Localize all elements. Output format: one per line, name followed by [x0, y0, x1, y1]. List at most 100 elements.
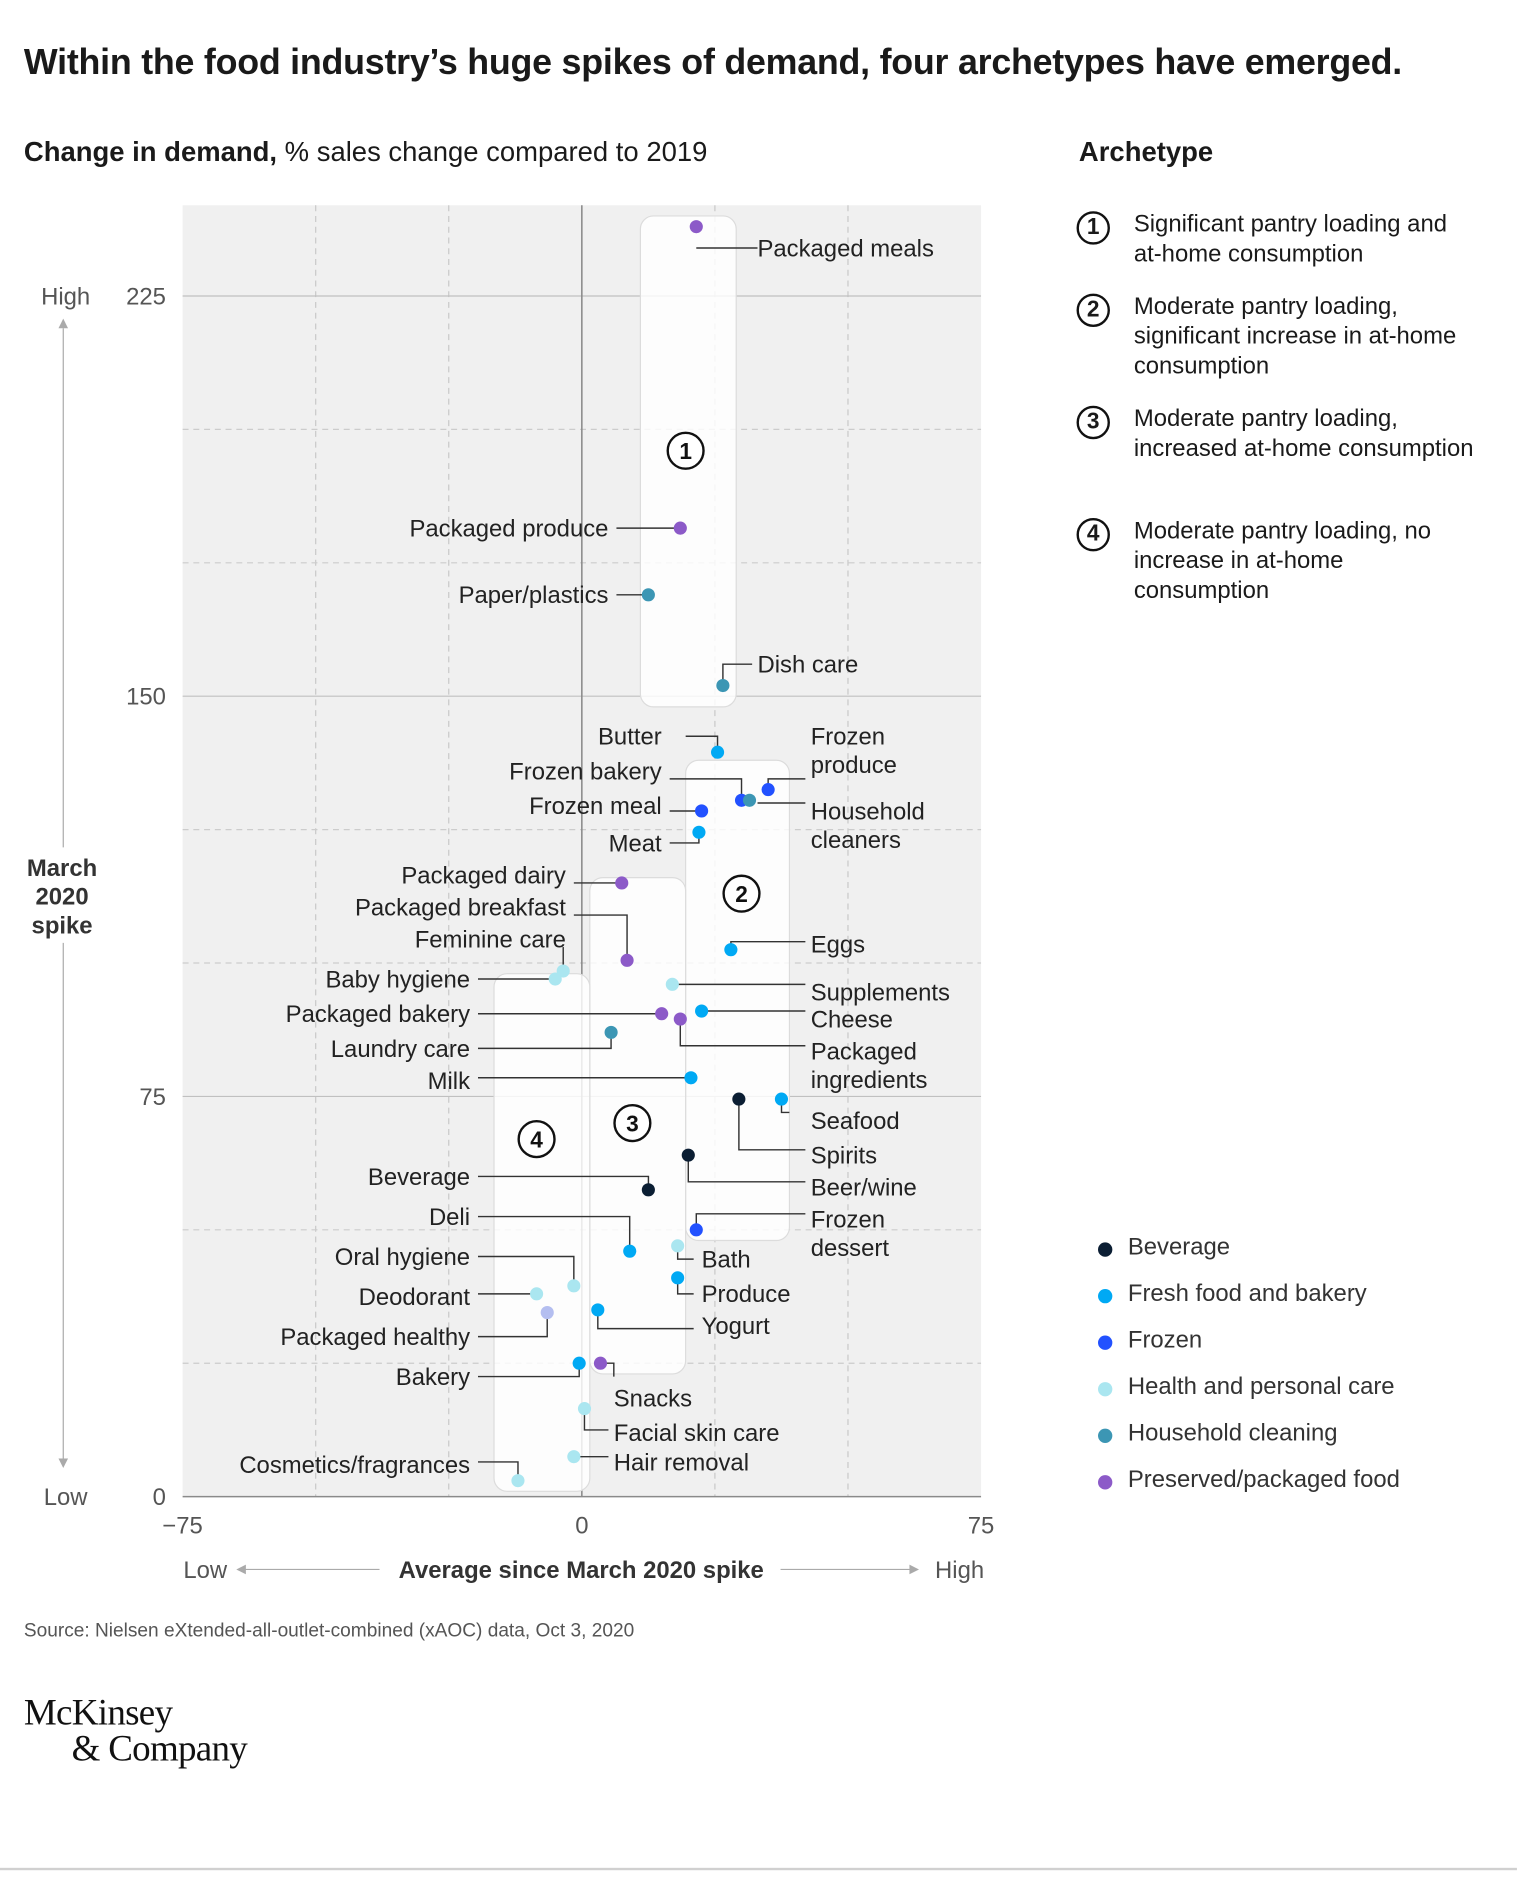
point-label: Paper/plastics [459, 582, 609, 609]
leader-line [573, 914, 628, 961]
point-label: Frozen bakery [509, 758, 662, 785]
point-label: Eggs [811, 932, 865, 959]
x-high-label: High [935, 1557, 984, 1584]
category-legend-label: Fresh food and bakery [1127, 1280, 1367, 1307]
point-label: Packaged bakery [286, 1001, 470, 1028]
data-point [655, 1007, 669, 1021]
archetype-badge-2 [722, 874, 761, 913]
arrow-left-icon [236, 1564, 246, 1575]
mckinsey-logo: McKinsey & Company [24, 1694, 248, 1769]
point-label: Baby hygiene [325, 966, 470, 993]
point-label: Bath [702, 1247, 751, 1274]
archetype-badge-1 [666, 431, 705, 470]
archetype-badge-label: 1 [679, 438, 692, 464]
leader-line [687, 1155, 806, 1183]
archetype-description: Moderate pantry loading, significant inc… [1133, 293, 1457, 380]
point-label: Frozen produce [811, 724, 897, 780]
logo-line-2: & Company [71, 1726, 248, 1769]
data-point [567, 1279, 581, 1293]
category-legend-label: Preserved/packaged food [1127, 1466, 1400, 1494]
y-tick-label: 0 [153, 1484, 166, 1511]
legend-dot-icon [1098, 1335, 1113, 1350]
leader-line [477, 1312, 548, 1338]
point-label: Packaged dairy [401, 862, 566, 889]
point-label: Beverage [368, 1164, 470, 1191]
y-tick-label: 150 [126, 684, 166, 711]
x-tick-label: −75 [162, 1513, 202, 1540]
point-label: Yogurt [702, 1313, 770, 1340]
point-label: Milk [428, 1068, 470, 1095]
legend-dot-icon [1098, 1428, 1113, 1443]
data-point [732, 1092, 746, 1106]
data-point [604, 1025, 618, 1039]
data-point [591, 1303, 605, 1317]
archetype-description: Moderate pantry loading, increased at-ho… [1133, 405, 1474, 462]
leader-line [679, 1019, 806, 1047]
data-point [615, 876, 629, 890]
archetype-number-badge: 3 [1076, 405, 1110, 440]
leader-line [583, 1408, 609, 1431]
point-label: Meat [609, 830, 662, 857]
data-point [572, 1356, 586, 1370]
data-point [577, 1402, 592, 1416]
y-tick-label: 75 [139, 1084, 166, 1111]
point-label: Feminine care [415, 926, 566, 953]
legend-dot-icon [1098, 1288, 1113, 1304]
archetype-number-badge: 1 [1076, 211, 1110, 245]
data-point [671, 1271, 685, 1285]
point-label: Dish care [757, 652, 858, 679]
archetype-zone-4 [493, 973, 591, 1492]
data-point [641, 1183, 655, 1197]
data-point [665, 977, 679, 991]
data-point [641, 588, 655, 602]
leader-line [477, 1255, 575, 1286]
archetype-badge-3 [613, 1104, 652, 1143]
data-point [540, 1305, 554, 1320]
data-point [724, 943, 738, 957]
point-label: Household cleaners [811, 798, 925, 854]
subtitle-rest: % sales change compared to 2019 [277, 136, 708, 168]
x-tick-label: 75 [968, 1513, 995, 1540]
archetype-description: Moderate pantry loading, no increase in … [1133, 517, 1432, 604]
legend-dot-icon [1098, 1475, 1113, 1490]
category-legend-label: Household cleaning [1127, 1420, 1338, 1447]
point-label: Cheese [811, 1006, 893, 1033]
data-point [689, 220, 703, 234]
point-label: Hair removal [614, 1449, 749, 1476]
point-label: Supplements [811, 980, 950, 1007]
source-note: Source: Nielsen eXtended-all-outlet-comb… [23, 1620, 635, 1642]
x-low-label: Low [183, 1557, 228, 1584]
data-point [684, 1071, 698, 1085]
point-label: Laundry care [331, 1036, 470, 1063]
arrow-right-icon [909, 1564, 919, 1575]
data-point [695, 804, 709, 818]
y-low-label: Low [44, 1484, 89, 1511]
chart-subtitle: Change in demand, % sales change compare… [24, 136, 708, 168]
point-label: Packaged healthy [280, 1324, 470, 1351]
data-point [711, 745, 725, 759]
archetype-badge-label: 3 [626, 1110, 639, 1136]
bottom-divider [0, 1867, 1517, 1871]
legend-dot-icon [1098, 1382, 1113, 1397]
data-point [681, 1148, 695, 1162]
x-axis-title: Average since March 2020 spike [399, 1557, 764, 1584]
arrow-down-icon [58, 1458, 69, 1469]
leader-line [669, 778, 743, 801]
leader-line [477, 1215, 631, 1252]
data-point [671, 1239, 685, 1253]
scatter-chart: 1 2 3 4 Packaged meals Packaged produce Paper/… [27, 205, 995, 1584]
point-label: Spirits [811, 1142, 877, 1169]
point-label: Frozen meal [529, 793, 662, 820]
data-point [692, 825, 706, 839]
legend-dot-icon [1098, 1242, 1113, 1257]
data-point [689, 1223, 703, 1237]
data-point [530, 1287, 544, 1301]
data-point [761, 783, 775, 797]
point-label: Oral hygiene [335, 1244, 470, 1271]
subtitle-bold: Change in demand, [23, 136, 278, 168]
point-label: Facial skin care [614, 1420, 780, 1447]
point-label: Packaged ingredients [811, 1038, 928, 1094]
archetype-badge-label: 2 [735, 881, 748, 907]
y-axis-title: March 2020 spike [27, 855, 97, 939]
archetype-number-badge: 4 [1076, 517, 1110, 552]
